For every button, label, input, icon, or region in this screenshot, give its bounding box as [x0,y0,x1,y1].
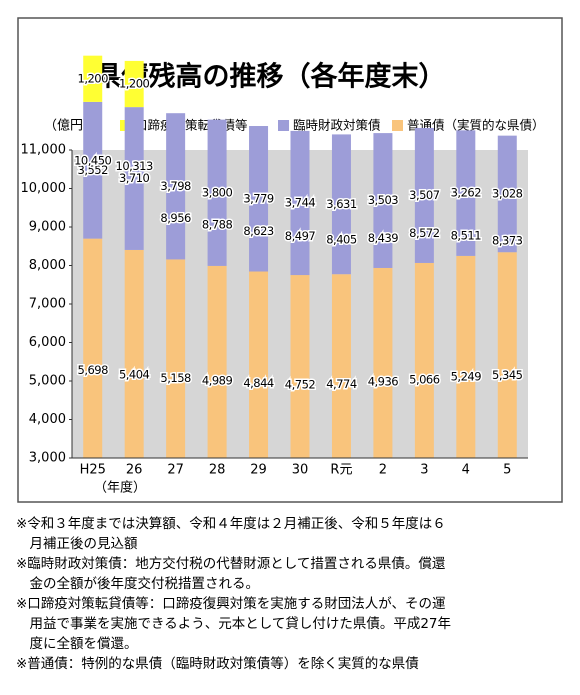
data-label: 3,744 [285,195,316,209]
bar-segment [373,267,393,458]
bar-segment [124,249,144,458]
y-tick-label: 8,000 [29,258,66,273]
data-label: 3,507 [409,188,440,202]
data-label: 1,200 [119,77,150,91]
total-label: 8,511 [451,228,482,242]
data-label: 4,989 [202,374,233,388]
bar-segment [290,130,310,276]
bar-segment [83,238,103,458]
bar-segment [207,119,227,266]
bar-segment [331,274,351,458]
data-label: 4,774 [326,377,357,391]
data-label: 3,028 [492,186,523,200]
y-tick-label: 7,000 [29,297,66,312]
x-tick-label: R元 [330,463,352,478]
bar-segment [290,275,310,458]
note: ※臨時財政対策債：地方交付税の代替財源として措置される県債。償還 [16,555,446,572]
total-label: 10,450 [74,154,111,168]
bar-segment [83,55,103,102]
note: 用益で事業を実施できるよう、元本として貸し付けた県債。平成27年 [16,616,451,632]
x-axis-label: （年度） [94,480,146,496]
bar-segment [166,259,186,458]
data-label: 5,158 [160,371,191,385]
bar-segment [414,127,434,263]
total-label: 8,956 [160,211,191,225]
data-label: 3,552 [78,163,109,177]
data-label: 3,798 [160,179,191,193]
y-tick-label: 5,000 [29,374,66,389]
bar-segment [124,60,144,108]
bar-segment [83,101,103,239]
bar-segment [249,271,269,458]
note: ※令和３年度までは決算額、令和４年度は２月補正後、令和５年度は６ [16,516,446,532]
bar-segment [497,252,517,458]
note: ※口蹄疫対策転貸債等：口蹄疫復興対策を実施する財団法人が、その運 [16,595,446,612]
y-axis-label: （億円） [44,118,96,134]
data-label: 5,345 [492,368,523,382]
note: 月補正後の見込額 [16,536,138,552]
total-label: 10,313 [116,159,153,173]
bar-segment [207,265,227,458]
data-label: 5,404 [119,367,150,381]
bar-segment [166,113,186,260]
data-label: 4,936 [368,374,399,388]
chart-title: 県債残高の推移（各年度末） [95,61,446,93]
data-label: 4,752 [285,377,316,391]
data-label: 3,779 [243,191,274,205]
bar-segment [331,134,351,275]
total-label: 8,439 [368,231,399,245]
y-tick-label: 9,000 [29,220,66,235]
note: ※普通債：特例的な県債（臨時財政対策債等）を除く実質的な県債 [16,655,419,672]
legend-swatch [392,120,403,131]
y-tick-label: 6,000 [29,335,66,350]
data-label: 4,844 [243,376,274,390]
x-tick-label: 2 [379,463,387,478]
y-tick-label: 11,000 [21,143,67,158]
y-tick-label: 4,000 [29,412,66,427]
total-label: 8,497 [285,229,316,243]
data-label: 5,066 [409,372,440,386]
total-label: 8,572 [409,226,440,240]
x-tick-label: 3 [420,463,428,478]
data-label: 3,710 [119,171,150,185]
x-tick-label: H25 [80,463,106,478]
total-label: 8,788 [202,218,233,232]
legend-label: 口蹄疫対策転貸債等 [135,118,248,133]
bar-segment [124,107,144,250]
x-tick-label: 27 [167,463,184,478]
data-label: 5,698 [78,363,109,377]
x-tick-label: 29 [250,463,267,478]
bar-segment [249,126,269,272]
note: 度に全額を償還。 [16,635,138,652]
x-tick-label: 5 [503,463,511,478]
note: 金の全額が後年度交付税措置される。 [16,575,259,592]
x-tick-label: 28 [209,463,226,478]
y-tick-label: 3,000 [29,451,66,466]
data-label: 3,262 [451,186,482,200]
data-label: 3,503 [368,193,399,207]
data-label: 3,631 [326,197,357,211]
x-tick-label: 26 [126,463,143,478]
data-label: 3,800 [202,185,233,199]
legend-swatch [278,120,289,131]
data-label: 5,249 [451,370,482,384]
x-tick-label: 4 [462,463,470,478]
bar-segment [456,130,476,256]
bar-segment [373,133,393,268]
data-label: 1,200 [78,71,109,85]
total-label: 8,405 [326,232,357,246]
bar-segment [456,255,476,458]
y-tick-label: 10,000 [21,181,67,196]
total-label: 8,373 [492,234,523,248]
bar-segment [497,135,517,253]
legend-label: 普通債（実質的な県債） [407,118,545,133]
legend-label: 臨時財政対策債 [293,118,381,133]
bar-segment [414,262,434,458]
total-label: 8,623 [243,224,274,238]
x-tick-label: 30 [292,463,309,478]
